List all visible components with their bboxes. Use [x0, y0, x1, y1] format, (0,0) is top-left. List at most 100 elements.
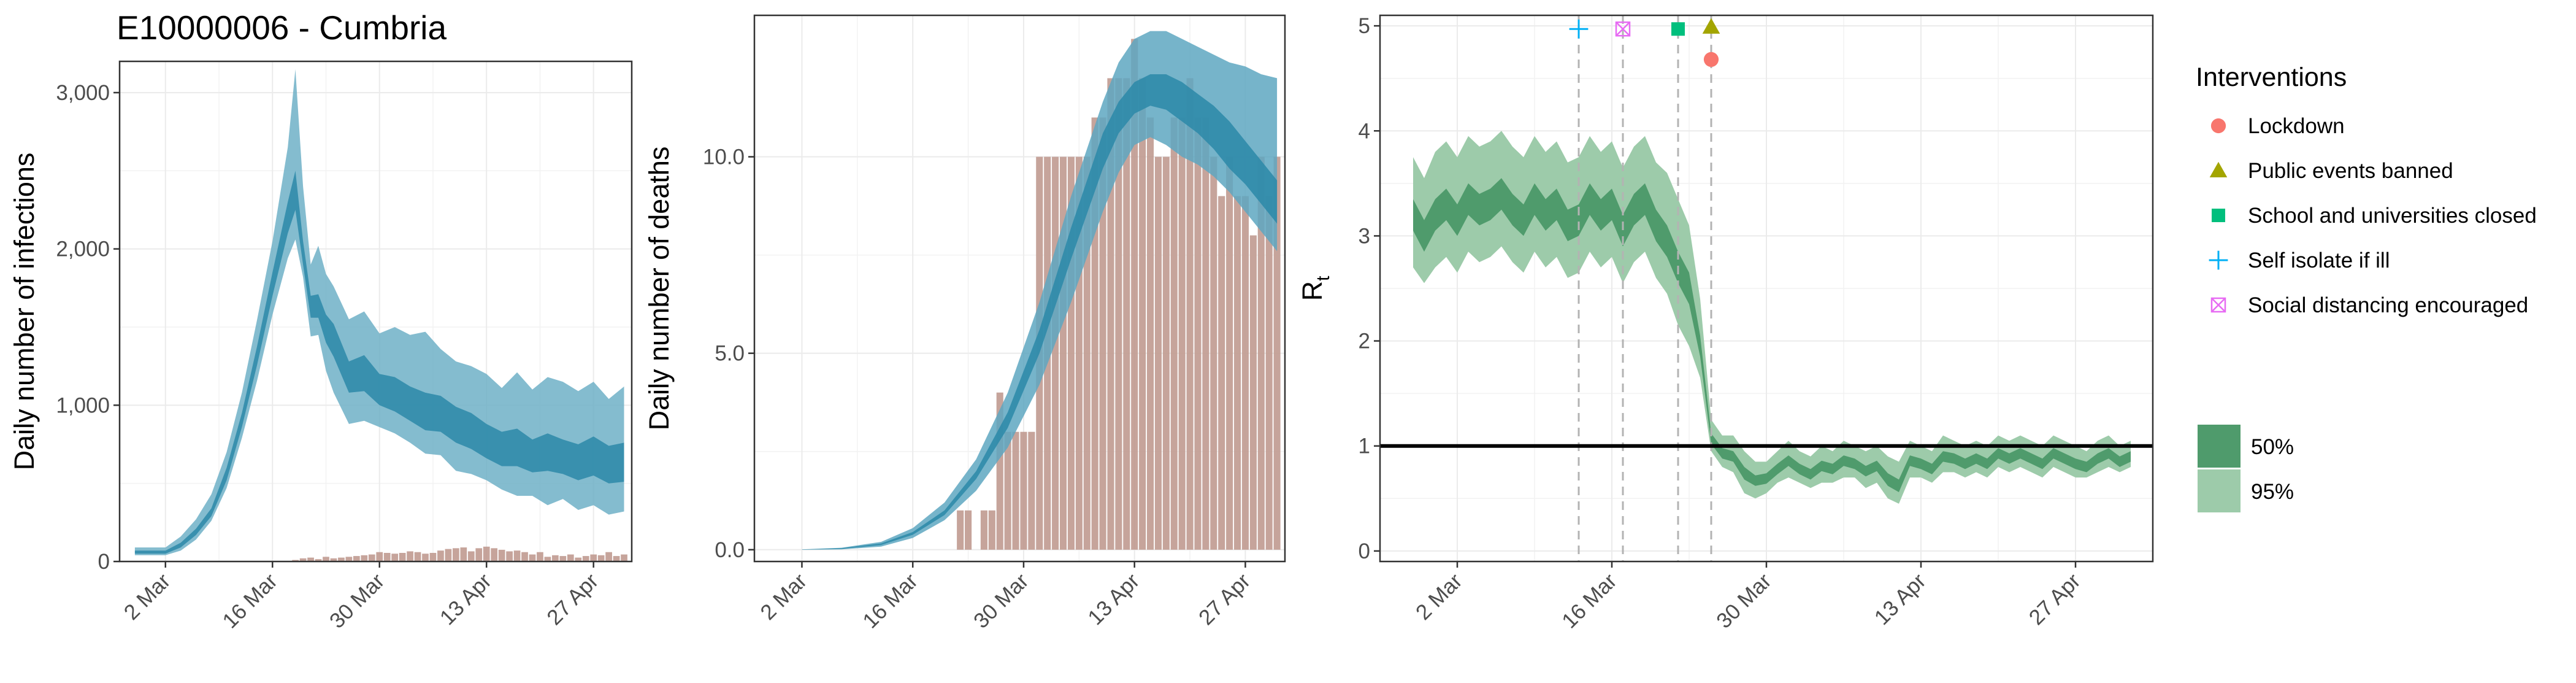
rt-marker-circle: [1703, 52, 1719, 67]
infections-bar: [368, 554, 375, 561]
deaths-band-50: [802, 74, 1278, 550]
infections-bar: [506, 551, 513, 561]
infections-bar: [376, 552, 383, 561]
deaths-bar: [1004, 431, 1011, 550]
infections-bar: [491, 548, 498, 561]
deaths-bar: [1273, 156, 1281, 550]
rt-y-tick-label: 2: [1359, 330, 1370, 353]
deaths-bar: [1162, 156, 1170, 550]
deaths-bar: [1249, 235, 1257, 550]
deaths-panel-border: [753, 14, 1286, 563]
legend-item-label: Social distancing encouraged: [2248, 293, 2528, 317]
infections-bar: [307, 557, 314, 561]
deaths-bars: [957, 39, 1281, 550]
deaths-bar: [1241, 196, 1249, 550]
figure-title: E10000006 - Cumbria: [117, 9, 447, 47]
deaths-bar: [1012, 431, 1019, 550]
infections-band-50: [134, 171, 624, 554]
deaths-bar: [1115, 78, 1122, 550]
deaths-bar: [988, 510, 995, 550]
infections-bar: [597, 555, 605, 561]
infections-y-tick-label: 3,000: [56, 81, 110, 105]
infections-bar: [292, 560, 299, 561]
infections-bar: [414, 552, 421, 561]
rt-band-95: [1413, 131, 2131, 504]
deaths-bar: [1075, 156, 1083, 550]
infections-bar: [452, 548, 459, 561]
deaths-bar: [1186, 78, 1194, 550]
infections-bar: [621, 554, 627, 561]
legend-marker-circle: [2210, 118, 2226, 134]
rt-y-tick-label: 0: [1359, 539, 1370, 563]
infections-bar: [582, 556, 589, 561]
deaths-bar: [1178, 117, 1186, 550]
infections-bar: [429, 552, 437, 561]
deaths-bar: [1233, 196, 1241, 550]
infections-bar: [537, 552, 543, 561]
rt-marker-triangle: [1702, 18, 1720, 34]
legend-ci-label: 50%: [2251, 435, 2294, 459]
legend-ci-item: 95%: [2198, 469, 2294, 512]
deaths-bar: [1257, 156, 1265, 550]
infections-bar: [605, 552, 612, 561]
deaths-bar: [1020, 431, 1027, 550]
legend-item: Public events banned: [2209, 159, 2453, 183]
infections-bar: [544, 557, 551, 561]
infections-panel-border: [118, 60, 633, 563]
infections-bar: [345, 557, 353, 561]
infections-bar: [391, 554, 399, 561]
infections-bar: [513, 550, 521, 561]
legend-items: Lockdown Public events banned School and u…: [2209, 114, 2537, 317]
deaths-bar: [996, 392, 1003, 550]
rt-marker-square: [1671, 22, 1685, 36]
infections-bar: [383, 552, 391, 561]
deaths-bar: [957, 510, 964, 550]
infections-y-tick-label: 2,000: [56, 237, 110, 261]
deaths-bar: [1067, 156, 1075, 550]
deaths-bar: [1146, 117, 1154, 550]
deaths-bar: [1154, 156, 1162, 550]
rt-y-tick-label: 3: [1359, 224, 1370, 248]
deaths-y-tick-label: 5.0: [715, 342, 745, 366]
legend-item-label: School and universities closed: [2248, 204, 2537, 228]
rt-y-tick-label: 1: [1359, 434, 1370, 458]
legend-item: Lockdown: [2210, 114, 2345, 138]
legend-item-label: Self isolate if ill: [2248, 249, 2390, 272]
infections-bar: [552, 555, 559, 561]
infections-grid: [120, 61, 632, 562]
legend-marker-square: [2212, 209, 2225, 222]
legend-marker-triangle: [2209, 161, 2228, 177]
deaths-bar: [1028, 431, 1035, 550]
infections-bar: [567, 554, 574, 561]
infections-bar: [613, 556, 620, 561]
infections-bar: [460, 547, 467, 561]
deaths-y-tick-label: 10.0: [703, 145, 745, 169]
deaths-y-tick-label: 0.0: [715, 538, 745, 562]
legend-ci-items: 50% 95%: [2198, 425, 2294, 512]
legend-marker-plus: [2209, 250, 2228, 270]
infections-bar: [590, 554, 597, 561]
rt-y-tick-label: 5: [1359, 14, 1370, 38]
deaths-bar: [1099, 117, 1106, 550]
deaths-bar: [1123, 78, 1130, 550]
infections-bars: [292, 546, 627, 561]
deaths-bar: [1194, 117, 1202, 550]
infections-y-tick-label: 0: [98, 550, 110, 574]
infections-bar: [467, 551, 475, 561]
legend-ci-item: 50%: [2198, 425, 2294, 468]
deaths-bar: [1170, 117, 1178, 550]
infections-y-tick-label: 1,000: [56, 393, 110, 417]
infections-bar: [315, 559, 322, 561]
infections-bar: [422, 554, 429, 561]
interventions-legend: Interventions Lockdown Public events bann…: [2196, 63, 2537, 512]
legend-marker-boxx: [2210, 297, 2226, 313]
infections-bar: [323, 557, 329, 561]
rt-y-tick-label: 4: [1359, 119, 1370, 143]
infections-bar: [559, 556, 567, 561]
deaths-bar: [1202, 117, 1209, 550]
infections-bar: [338, 557, 345, 561]
infections-bar: [445, 549, 452, 561]
deaths-bar: [1265, 196, 1273, 550]
deaths-y-axis-label: Daily number of deaths: [643, 147, 675, 431]
